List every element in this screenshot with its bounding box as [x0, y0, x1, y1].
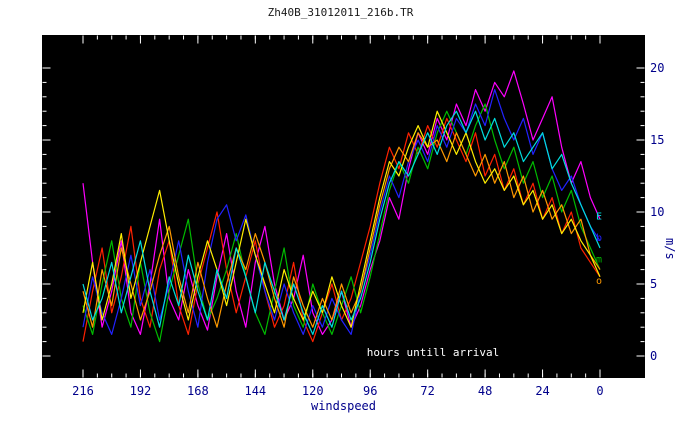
x-tick-label: 144 — [244, 384, 267, 398]
series-end-label: o — [596, 276, 602, 287]
inner-x-axis-label: hours untill arrival — [366, 346, 500, 359]
x-tick-label: 120 — [301, 384, 324, 398]
x-tick-label: 96 — [362, 384, 378, 398]
series-line-orange — [82, 132, 601, 328]
x-tick-label: 0 — [596, 384, 604, 398]
y-tick-label: 5 — [650, 277, 658, 291]
series-end-label: b — [596, 233, 602, 244]
series-line-blue — [82, 88, 601, 335]
x-tick-label: 72 — [420, 384, 435, 398]
axis-ticks — [42, 35, 645, 378]
series-line-cyan — [82, 110, 601, 335]
x-axis-label: windspeed — [310, 399, 377, 413]
x-tick-label: 24 — [535, 384, 550, 398]
chart-title: Zh40B_31012011_216b.TR — [267, 6, 414, 19]
y-axis-label: m/s — [663, 238, 677, 260]
x-tick-label: 168 — [187, 384, 209, 398]
series-end-label: E — [596, 211, 602, 222]
x-tick-label: 216 — [72, 384, 94, 398]
y-tick-label: 0 — [650, 349, 658, 363]
x-tick-label: 48 — [477, 384, 493, 398]
series-line-yellow — [82, 110, 601, 328]
x-tick-label: 192 — [129, 384, 152, 398]
series-end-label: m — [596, 255, 602, 266]
series-lines — [82, 70, 601, 343]
y-tick-label: 10 — [650, 205, 665, 219]
y-tick-label: 15 — [650, 133, 665, 147]
y-tick-label: 20 — [650, 61, 665, 75]
